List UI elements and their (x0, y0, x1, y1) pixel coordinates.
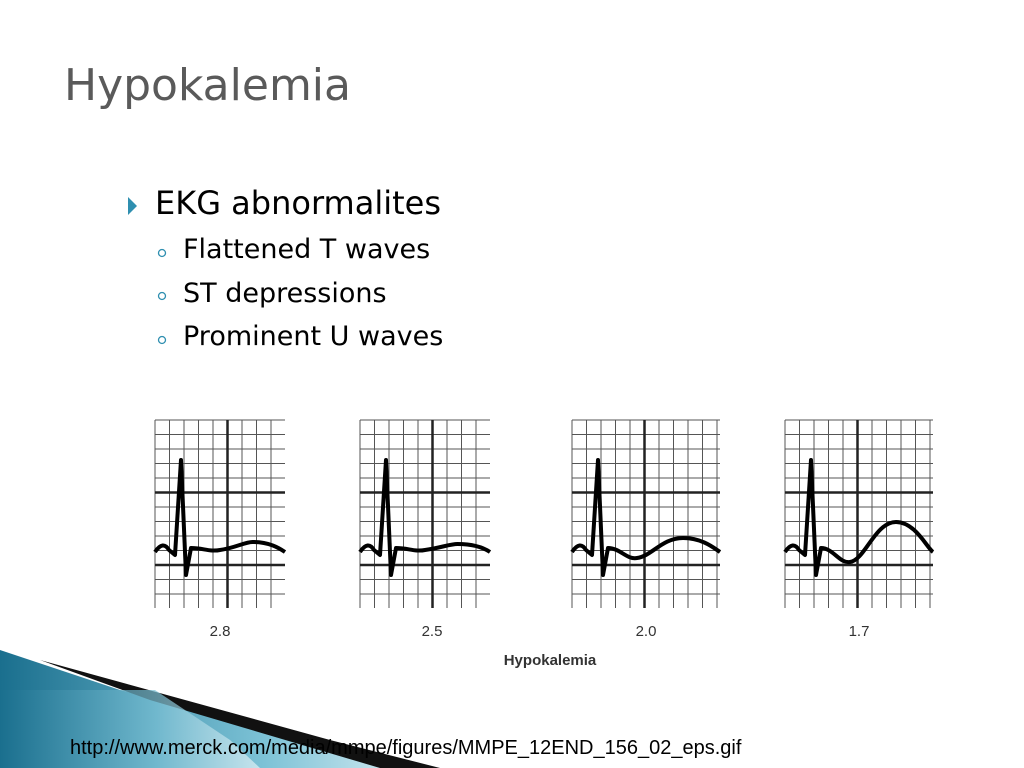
figure-label: 1.7 (848, 623, 870, 640)
figure-label: 2.5 (421, 623, 443, 640)
sub-bullet: ST depressions (183, 278, 387, 309)
bullet-marker (128, 197, 137, 215)
title: Hypokalemia (64, 60, 351, 111)
sub-bullet-marker (157, 291, 167, 301)
figure-label: 2.8 (209, 623, 231, 640)
sub-bullet-marker (157, 335, 167, 345)
sub-bullet: Flattened T waves (183, 234, 431, 265)
figure-caption: Hypokalemia (503, 652, 597, 669)
sub-bullet-marker (157, 248, 167, 258)
ekg-trace (358, 458, 492, 577)
ekg-trace (153, 458, 287, 577)
figure-label: 2.0 (635, 623, 657, 640)
bullet: EKG abnormalites (155, 184, 442, 222)
ekg-trace (570, 458, 722, 577)
decor-wave (0, 690, 260, 768)
ekg-trace (783, 458, 935, 577)
sub-bullet: Prominent U waves (183, 321, 444, 352)
source-link: http://www.merck.com/media/mmpe/figures/… (70, 737, 742, 759)
